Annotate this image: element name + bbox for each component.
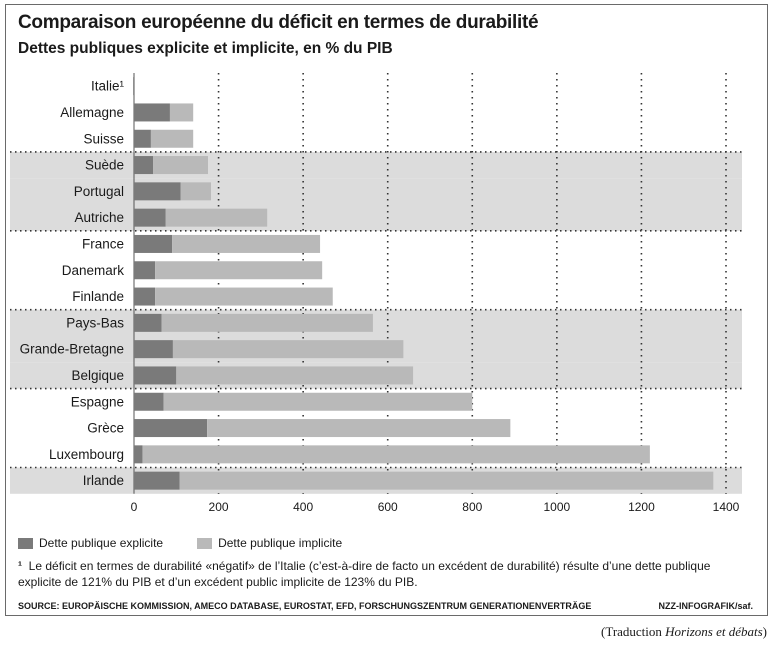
bar-explicit [134,103,170,122]
footnote: ¹ Le déficit en termes de durabilité «né… [18,558,753,590]
bar-implicit [142,445,650,464]
category-label: Irlande [83,473,124,488]
row-band [10,178,742,205]
bar-explicit [133,77,134,96]
footnote-text: Le déficit en termes de durabilité «néga… [18,559,711,589]
caption-open: (Traduction [601,624,666,639]
bar-explicit [134,208,166,227]
row-band [10,151,742,179]
bar-explicit [134,287,156,306]
x-tick-label: 1400 [713,500,740,514]
credit-line: NZZ-INFOGRAFIK/saf. [658,601,754,611]
category-label: Pays-Bas [66,315,124,330]
bars [133,77,714,490]
bar-explicit [134,129,151,148]
bar-implicit [150,129,194,148]
category-label: Danemark [62,263,125,278]
bar-implicit [155,261,323,280]
bar-implicit [176,366,414,385]
bar-implicit [172,234,321,253]
bar-implicit [169,103,194,122]
category-label: Belgique [71,368,124,383]
x-tick-label: 800 [462,500,482,514]
category-label: Espagne [71,394,124,409]
chart-subtitle: Dettes publiques explicite et implicite,… [18,40,393,57]
bar-explicit [134,261,156,280]
category-label: Suisse [83,131,124,146]
x-tick-label: 400 [293,500,313,514]
category-label: Finlande [72,289,124,304]
category-label: Grèce [87,421,124,436]
footnote-marker: ¹ [18,559,22,573]
x-tick-label: 600 [378,500,398,514]
bar-implicit [207,419,511,438]
bar-explicit [134,366,177,385]
bar-explicit [134,471,180,490]
bar-implicit [161,313,373,332]
legend-label-explicit: Dette publique explicite [39,536,164,550]
bar-explicit [134,182,181,201]
x-tick-label: 200 [209,500,229,514]
row-band [10,204,742,231]
caption-close: ) [762,624,767,639]
translation-caption: (Traduction Horizons et débats) [601,624,767,640]
bar-explicit [134,392,164,411]
category-label: Autriche [74,210,124,225]
bar-implicit [163,392,473,411]
bar-implicit [153,156,208,175]
bar-implicit [180,182,211,201]
caption-italic: Horizons et débats [665,624,763,639]
category-label: Italie¹ [91,79,125,94]
chart-title: Comparaison européenne du déficit en ter… [18,12,539,33]
bar-explicit [134,156,154,175]
legend-label-implicit: Dette publique implicite [218,536,343,550]
category-label: Allemagne [60,105,124,120]
category-label: Luxembourg [49,447,124,462]
bar-explicit [134,340,173,359]
bar-explicit [134,419,208,438]
legend-swatch-explicit [18,537,33,549]
source-line: SOURCE: EUROPÄISCHE KOMMISSION, AMECO DA… [18,601,592,611]
bar-implicit [179,471,714,490]
bar-explicit [134,445,143,464]
x-tick-label: 1000 [544,500,571,514]
category-labels: Italie¹ Allemagne Suisse Suède Portugal Autri… [20,79,125,488]
legend-item-implicit: Dette publique implicite [197,536,342,550]
legend-item-explicit: Dette publique explicite [18,536,163,550]
category-label: Suède [85,158,124,173]
row-band [10,309,742,336]
bar-chart: Italie¹ Allemagne Suisse Suède Portugal Autri… [10,73,742,514]
bar-implicit [165,208,268,227]
chart-frame: Comparaison européenne du déficit en ter… [5,4,768,616]
bar-implicit [155,287,333,306]
x-tick-labels: 0 200 400 600 800 1000 1200 1400 [131,500,740,514]
x-tick-label: 0 [131,500,138,514]
bar-explicit [134,313,162,332]
category-label: Grande-Bretagne [20,342,124,357]
legend-swatch-implicit [197,537,213,549]
x-tick-label: 1200 [628,500,655,514]
bar-explicit [134,234,173,253]
bar-implicit [172,340,404,359]
category-label: France [82,236,124,251]
category-label: Portugal [74,184,124,199]
legend: Dette publique explicite Dette publique … [18,536,376,550]
